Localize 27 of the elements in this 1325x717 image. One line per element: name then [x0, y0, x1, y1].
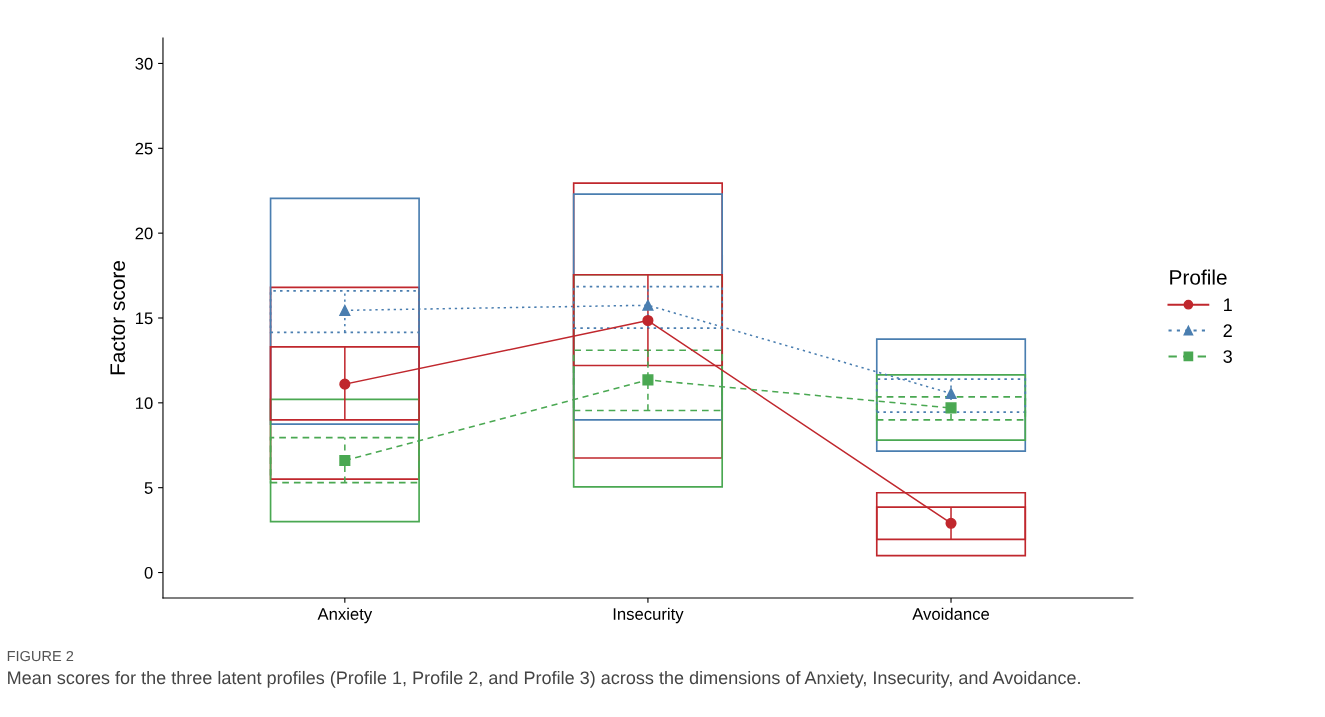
point: [339, 304, 351, 316]
y-tick-label: 25: [135, 142, 153, 155]
y-tick-label: 20: [135, 227, 153, 240]
point: [339, 378, 351, 390]
x-tick-label: Avoidance: [912, 607, 990, 620]
text: Mean scores for the three latent profiles (Profile 1, Profile 2, and Profile 3) across the dimensions of Anxiety, Insecurity, and Avoidance.: [8, 670, 1080, 688]
point: [945, 387, 957, 400]
y-tick-label: 15: [135, 312, 153, 325]
bar: [269, 398, 420, 523]
point: [945, 402, 957, 414]
point: [642, 314, 654, 327]
y-tick-label: 0: [144, 566, 153, 579]
y-tick-label: 30: [135, 57, 153, 70]
y-axis-title: Factor score: [110, 261, 126, 375]
legend-label: 3: [1223, 350, 1232, 363]
y-tick-label: 5: [144, 482, 153, 494]
legend-title: Profile: [1170, 269, 1227, 285]
legend-label: 1: [1224, 298, 1232, 312]
point: [945, 517, 957, 529]
point: [642, 374, 654, 386]
y-tick-label: 10: [135, 397, 153, 410]
x-tick-label: Insecurity: [613, 607, 684, 624]
point: [642, 299, 654, 311]
x-tick-label: Anxiety: [317, 607, 373, 624]
caption: FIGURE 2: [7, 650, 74, 662]
legend-label: 2: [1223, 324, 1232, 337]
point: [339, 454, 351, 467]
